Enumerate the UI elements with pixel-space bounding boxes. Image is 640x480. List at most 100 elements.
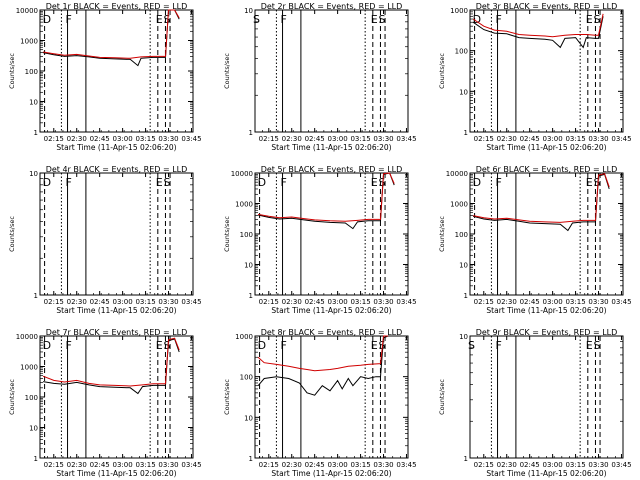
x-axis-label: Start Time (11-Apr-15 02:06:20): [486, 469, 606, 478]
x-axis-label: Start Time (11-Apr-15 02:06:20): [486, 306, 606, 315]
x-tick-label: 02:30: [282, 461, 302, 469]
y-tick-label: 1000: [450, 201, 468, 209]
x-tick-label: 03:30: [588, 461, 608, 469]
x-tick-label: 03:00: [328, 461, 348, 469]
x-axis-label: Start Time (11-Apr-15 02:06:20): [271, 143, 391, 152]
marker-label: E: [156, 339, 163, 352]
y-axis-label: Counts/sec: [223, 53, 231, 89]
panel-title: Det 3r BLACK = Events, RED = LLD: [476, 2, 618, 11]
y-tick-label: 1000: [20, 364, 38, 372]
x-tick-label: 02:15: [44, 461, 64, 469]
marker-label: D: [258, 339, 266, 352]
marker-label: F: [281, 13, 287, 26]
marker-label: F: [496, 13, 502, 26]
panel-det-5: Det 5r BLACK = Events, RED = LLD 1 10 100 10…: [223, 165, 417, 315]
x-tick-label: 03:30: [158, 298, 178, 306]
x-tick-label: 02:30: [67, 298, 87, 306]
panel-title: Det 7r BLACK = Events, RED = LLD: [46, 328, 188, 337]
x-axis-label: Start Time (11-Apr-15 02:06:20): [271, 469, 391, 478]
y-tick-label: 10: [244, 262, 253, 270]
y-tick-label: 1000: [235, 201, 253, 209]
y-tick-label: 1: [34, 129, 38, 137]
y-axis-label: Counts/sec: [223, 379, 231, 415]
x-tick-label: 03:30: [158, 461, 178, 469]
x-tick-label: 02:45: [520, 298, 540, 306]
x-tick-label: 03:30: [373, 135, 393, 143]
marker-label: S: [593, 339, 600, 352]
y-tick-label: 100: [240, 231, 253, 239]
panel-title: Det 4r BLACK = Events, RED = LLD: [46, 165, 188, 174]
x-tick-label: 02:30: [67, 135, 87, 143]
x-tick-label: 02:30: [67, 461, 87, 469]
y-axis-label: Counts/sec: [223, 216, 231, 252]
marker-label: D: [473, 13, 481, 26]
y-tick-label: 100: [455, 48, 468, 56]
x-tick-label: 03:00: [543, 461, 563, 469]
y-tick-label: 10000: [16, 7, 38, 15]
x-tick-label: 03:30: [588, 298, 608, 306]
x-tick-label: 02:45: [520, 135, 540, 143]
x-tick-label: 03:00: [113, 135, 133, 143]
x-tick-label: 03:00: [328, 298, 348, 306]
y-axis-label: Counts/sec: [8, 216, 16, 252]
x-tick-label: 02:30: [497, 461, 517, 469]
marker-label: E: [586, 176, 593, 189]
lld-line: [257, 335, 389, 372]
x-tick-label: 03:30: [588, 135, 608, 143]
marker-label: S: [163, 339, 170, 352]
x-tick-label: 03:45: [611, 298, 631, 306]
marker-label: S: [593, 176, 600, 189]
x-tick-label: 03:45: [611, 461, 631, 469]
marker-label: E: [586, 13, 593, 26]
marker-label: S: [593, 13, 600, 26]
x-tick-label: 02:45: [90, 135, 110, 143]
x-tick-label: 03:15: [565, 461, 585, 469]
x-tick-label: 02:15: [44, 298, 64, 306]
panel-title: Det 8r BLACK = Events, RED = LLD: [261, 328, 403, 337]
panel-title: Det 1r BLACK = Events, RED = LLD: [46, 2, 188, 11]
y-tick-label: 1: [249, 455, 253, 463]
marker-label: E: [371, 13, 378, 26]
x-tick-label: 03:30: [373, 461, 393, 469]
x-tick-label: 03:45: [181, 135, 201, 143]
x-tick-label: 03:45: [611, 135, 631, 143]
marker-label: S: [253, 13, 260, 26]
marker-label: E: [156, 176, 163, 189]
x-tick-label: 02:15: [259, 461, 279, 469]
y-tick-label: 10000: [16, 333, 38, 341]
panel-det-6: Det 6r BLACK = Events, RED = LLD 1 10 100 10…: [438, 165, 632, 315]
x-tick-label: 02:15: [44, 135, 64, 143]
y-tick-label: 1: [464, 292, 468, 300]
x-tick-label: 03:15: [350, 135, 370, 143]
marker-label: F: [496, 176, 502, 189]
y-axis-label: Counts/sec: [8, 53, 16, 89]
lld-line: [472, 13, 604, 38]
marker-label: S: [378, 13, 385, 26]
y-axis-label: Counts/sec: [8, 379, 16, 415]
panel-title: Det 9r BLACK = Events, RED = LLD: [476, 328, 618, 337]
x-tick-label: 03:30: [373, 298, 393, 306]
y-tick-label: 1000: [20, 38, 38, 46]
events-line: [472, 16, 604, 49]
events-line: [257, 335, 389, 396]
x-tick-label: 03:45: [396, 298, 416, 306]
marker-label: D: [43, 176, 51, 189]
x-tick-label: 02:45: [520, 461, 540, 469]
x-tick-label: 03:45: [396, 135, 416, 143]
x-tick-label: 03:15: [135, 298, 155, 306]
x-tick-label: 02:30: [497, 298, 517, 306]
x-tick-label: 02:15: [474, 298, 494, 306]
x-tick-label: 03:15: [135, 461, 155, 469]
panel-title: Det 5r BLACK = Events, RED = LLD: [261, 165, 403, 174]
lld-line: [43, 9, 180, 59]
marker-label: F: [66, 176, 72, 189]
lld-line: [472, 173, 610, 223]
x-axis-label: Start Time (11-Apr-15 02:06:20): [271, 306, 391, 315]
y-tick-label: 100: [25, 68, 38, 76]
x-tick-label: 03:15: [565, 298, 585, 306]
marker-label: S: [378, 176, 385, 189]
x-tick-label: 03:15: [350, 461, 370, 469]
y-tick-label: 1000: [235, 333, 253, 341]
x-axis-label: Start Time (11-Apr-15 02:06:20): [56, 469, 176, 478]
